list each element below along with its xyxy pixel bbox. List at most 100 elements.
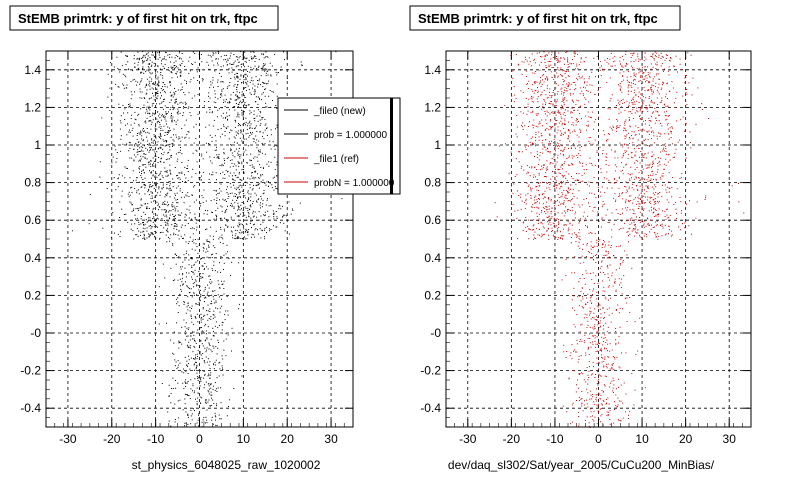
scatter-point: [144, 156, 146, 158]
scatter-point: [216, 215, 217, 217]
scatter-point: [238, 308, 240, 310]
scatter-point: [206, 338, 208, 340]
scatter-point: [631, 65, 633, 67]
scatter-point: [237, 73, 238, 74]
scatter-point: [211, 140, 213, 142]
scatter-point: [558, 197, 560, 199]
scatter-point: [238, 162, 240, 164]
scatter-point: [168, 144, 170, 146]
scatter-point: [162, 231, 164, 233]
scatter-point: [263, 82, 264, 84]
scatter-point: [165, 224, 167, 226]
scatter-point: [573, 195, 575, 197]
scatter-point: [187, 107, 189, 109]
scatter-point: [180, 140, 182, 142]
scatter-point: [183, 92, 185, 93]
scatter-point: [210, 56, 212, 58]
scatter-point: [563, 215, 565, 217]
scatter-point: [181, 63, 183, 64]
scatter-point: [156, 173, 158, 175]
scatter-point: [643, 129, 645, 131]
scatter-point: [213, 347, 215, 349]
scatter-point: [175, 98, 177, 100]
scatter-point: [651, 175, 653, 177]
scatter-point: [223, 124, 224, 126]
scatter-point: [138, 125, 140, 127]
scatter-point: [525, 59, 527, 61]
scatter-point: [534, 62, 536, 64]
scatter-point: [575, 84, 577, 86]
scatter-point: [172, 209, 174, 210]
scatter-point: [235, 174, 237, 176]
scatter-point: [577, 109, 579, 111]
scatter-point: [551, 95, 553, 97]
scatter-point: [242, 216, 244, 217]
scatter-point: [633, 80, 634, 82]
scatter-point: [594, 233, 596, 235]
scatter-point: [584, 81, 586, 83]
scatter-point: [252, 87, 253, 89]
scatter-point: [208, 391, 210, 393]
scatter-point: [561, 192, 563, 194]
scatter-point: [568, 76, 570, 77]
scatter-point: [158, 115, 160, 117]
scatter-point: [159, 173, 161, 175]
scatter-point: [546, 87, 548, 89]
scatter-point: [558, 219, 559, 221]
scatter-point: [200, 144, 202, 146]
scatter-point: [184, 403, 186, 405]
scatter-point: [209, 235, 211, 237]
scatter-point: [551, 51, 553, 53]
scatter-point: [223, 158, 225, 160]
scatter-point: [182, 238, 183, 239]
scatter-point: [259, 228, 261, 230]
scatter-point: [650, 127, 652, 129]
scatter-point: [680, 177, 682, 179]
scatter-point: [236, 116, 238, 118]
scatter-point: [595, 197, 597, 199]
scatter-point: [656, 120, 658, 122]
scatter-point: [156, 194, 158, 196]
scatter-point: [187, 131, 189, 133]
scatter-point: [173, 65, 175, 67]
scatter-point: [531, 53, 533, 55]
scatter-point: [234, 126, 236, 128]
scatter-point: [540, 236, 542, 238]
scatter-point: [181, 171, 183, 173]
scatter-point: [180, 83, 182, 85]
scatter-point: [221, 163, 223, 165]
scatter-point: [650, 68, 652, 70]
scatter-point: [222, 243, 224, 244]
scatter-point: [169, 196, 171, 198]
scatter-point: [677, 71, 678, 73]
scatter-point: [235, 233, 237, 235]
scatter-point: [561, 164, 563, 166]
scatter-point: [228, 258, 230, 260]
scatter-point: [184, 124, 186, 126]
scatter-point: [265, 51, 267, 53]
scatter-point: [524, 125, 526, 127]
scatter-point: [216, 377, 218, 379]
scatter-point: [648, 96, 650, 98]
scatter-point: [517, 190, 518, 192]
scatter-point: [194, 218, 196, 220]
right-grid: [446, 51, 751, 427]
scatter-point: [662, 184, 663, 186]
scatter-point: [152, 149, 154, 151]
scatter-point: [254, 223, 255, 225]
scatter-point: [201, 330, 203, 332]
scatter-point: [216, 179, 217, 181]
scatter-point: [534, 81, 536, 83]
scatter-point: [253, 176, 255, 178]
scatter-point: [208, 101, 210, 102]
scatter-point: [190, 409, 192, 411]
scatter-point: [613, 223, 615, 225]
scatter-point: [237, 106, 238, 108]
scatter-point: [235, 165, 237, 167]
scatter-point: [199, 276, 201, 277]
scatter-point: [190, 288, 192, 290]
scatter-point: [248, 216, 250, 218]
scatter-point: [634, 155, 636, 157]
scatter-point: [238, 224, 240, 226]
scatter-point: [231, 67, 233, 69]
